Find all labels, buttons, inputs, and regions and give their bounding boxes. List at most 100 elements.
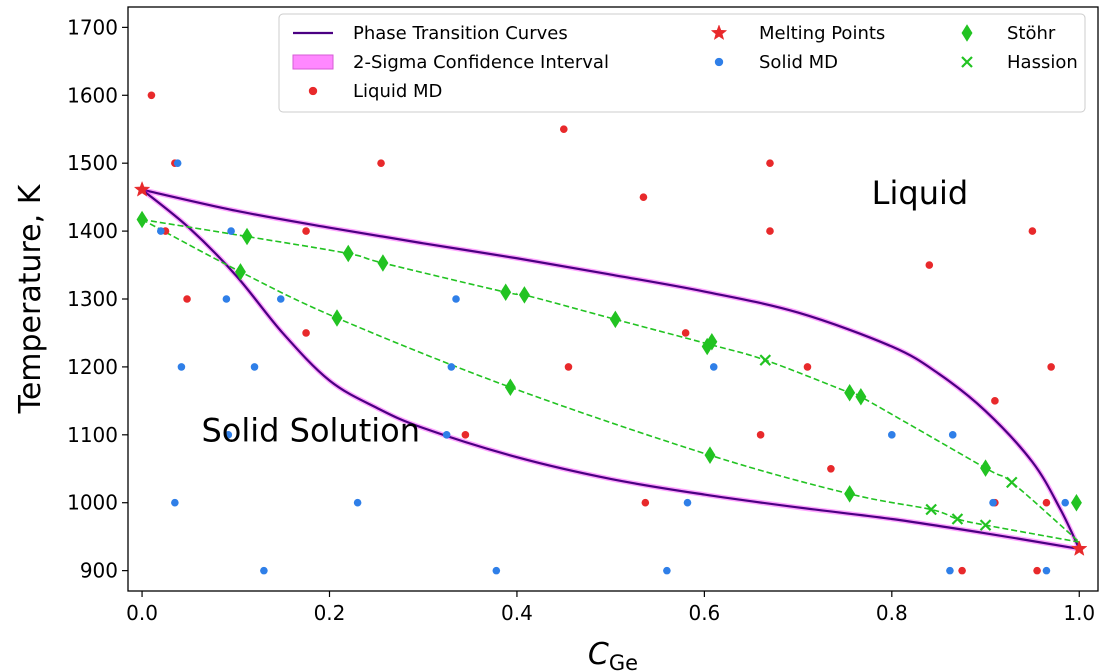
hassion-point bbox=[951, 513, 964, 525]
legend-label: Melting Points bbox=[759, 23, 885, 44]
legend-handle-solid-md bbox=[714, 57, 724, 67]
stohr-point bbox=[234, 263, 246, 281]
y-axis-label: Temperature, K bbox=[13, 183, 48, 414]
confidence-band-solidus bbox=[140, 187, 1080, 552]
x-axis-label: CGe bbox=[588, 637, 638, 672]
y-tick-label: 1000 bbox=[67, 491, 118, 515]
axes-layer: 0.0 0.2 0.4 0.6 0.8 1.0 900 1000 1100 1200 1300 140… bbox=[67, 6, 1099, 625]
solid-md-point bbox=[447, 363, 456, 371]
solid-md-point bbox=[683, 498, 692, 507]
solid-md-point bbox=[492, 566, 501, 575]
legend-handle-hassion bbox=[961, 56, 973, 68]
solid-md-point bbox=[989, 498, 997, 507]
legend: Phase Transition Curves 2-Sigma Confidenc… bbox=[278, 13, 1086, 113]
labels-layer: CGe Temperature, K Liquid Solid Solution bbox=[13, 174, 968, 672]
solid-md-point bbox=[177, 363, 186, 371]
x-tick-label: 0.2 bbox=[314, 601, 346, 625]
liquid-md-point bbox=[147, 91, 156, 100]
legend-marker bbox=[961, 24, 973, 42]
liquid-md-point bbox=[766, 159, 774, 167]
y-tick-label: 1600 bbox=[67, 83, 118, 107]
y-tick-label: 1100 bbox=[67, 423, 118, 447]
liquid-md-point bbox=[1028, 227, 1037, 235]
legend-label: Stöhr bbox=[1007, 23, 1056, 44]
liquid-md-point bbox=[377, 159, 385, 167]
solid-md-point bbox=[157, 227, 165, 235]
hassion-point bbox=[925, 503, 937, 516]
solid-md-point bbox=[353, 498, 362, 507]
stohr-liquidus-curve bbox=[141, 218, 1080, 543]
x-tick-label: 0.0 bbox=[126, 601, 158, 625]
solid-md-point bbox=[224, 431, 233, 439]
x-tick-label: 0.8 bbox=[876, 601, 908, 625]
stohr-solidus-curve bbox=[141, 218, 1080, 543]
legend-handle-st-hr bbox=[961, 24, 973, 42]
legend-marker bbox=[714, 57, 724, 67]
stohr-point bbox=[136, 210, 148, 229]
hassion-point bbox=[979, 519, 992, 531]
solidus-curve bbox=[141, 188, 1080, 550]
curves-layer bbox=[140, 187, 1082, 552]
y-tick-label: 1300 bbox=[67, 287, 118, 311]
x-tick-label: 1.0 bbox=[1063, 601, 1095, 625]
points-layer bbox=[133, 91, 1088, 575]
stohr-point bbox=[855, 388, 867, 406]
stohr-point bbox=[980, 459, 992, 477]
solid-md-point bbox=[948, 431, 957, 439]
solid-md-point bbox=[171, 498, 179, 507]
liquid-md-point bbox=[766, 227, 774, 235]
stohr-point bbox=[500, 283, 512, 301]
legend-marker bbox=[961, 56, 973, 68]
y-tick-label: 1500 bbox=[67, 151, 118, 175]
y-tick-label: 1400 bbox=[67, 219, 118, 243]
liquid-md-point bbox=[641, 498, 650, 507]
liquid-md-point bbox=[1033, 566, 1041, 575]
stohr-point bbox=[241, 227, 253, 246]
liquidus-curve bbox=[141, 188, 1081, 550]
stohr-point bbox=[504, 378, 516, 397]
hassion-point bbox=[1006, 476, 1018, 489]
liquid-md-point bbox=[559, 125, 568, 134]
confidence-band-liquidus bbox=[141, 187, 1082, 550]
solid-md-point bbox=[173, 159, 182, 167]
solid-md-point bbox=[663, 566, 671, 575]
stohr-point bbox=[342, 244, 354, 263]
legend-handle-2-sigma-confidence-interval bbox=[292, 54, 334, 70]
solid-md-point bbox=[946, 566, 954, 575]
solid-md-point bbox=[276, 295, 285, 303]
stohr-point bbox=[609, 310, 621, 329]
melting-point bbox=[1070, 540, 1088, 556]
x-axis-label-subscript: Ge bbox=[609, 651, 638, 672]
liquid-md-point bbox=[827, 464, 835, 473]
liquid-md-point bbox=[991, 397, 999, 405]
solid-md-point bbox=[260, 566, 268, 575]
liquid-md-point bbox=[564, 363, 573, 371]
y-tick-label: 1200 bbox=[67, 355, 118, 379]
liquid-region-label: Liquid bbox=[872, 174, 969, 212]
stohr-point bbox=[844, 383, 856, 402]
legend-marker bbox=[710, 24, 728, 41]
stohr-point bbox=[1070, 493, 1082, 512]
hassion-point bbox=[759, 354, 772, 366]
liquid-md-point bbox=[756, 431, 765, 439]
legend-handle-liquid-md bbox=[308, 86, 318, 96]
liquid-md-point bbox=[302, 329, 310, 337]
y-tick-label: 1700 bbox=[67, 15, 118, 39]
legend-label: 2-Sigma Confidence Interval bbox=[353, 52, 609, 73]
solid-md-point bbox=[222, 295, 231, 303]
legend-box bbox=[278, 13, 1086, 113]
liquid-md-point bbox=[302, 227, 310, 235]
y-tick-label: 900 bbox=[80, 559, 118, 583]
solid-md-point bbox=[442, 431, 451, 439]
stohr-point bbox=[706, 333, 718, 351]
solid-md-point bbox=[452, 295, 460, 303]
solid-md-point bbox=[1042, 566, 1051, 575]
stohr-point bbox=[377, 254, 389, 272]
solid-md-point bbox=[1061, 498, 1069, 507]
x-tick-label: 0.4 bbox=[501, 601, 533, 625]
melting-point bbox=[133, 180, 151, 197]
liquid-md-point bbox=[925, 261, 934, 269]
legend-label: Liquid MD bbox=[353, 81, 442, 102]
liquid-md-point bbox=[681, 329, 690, 337]
